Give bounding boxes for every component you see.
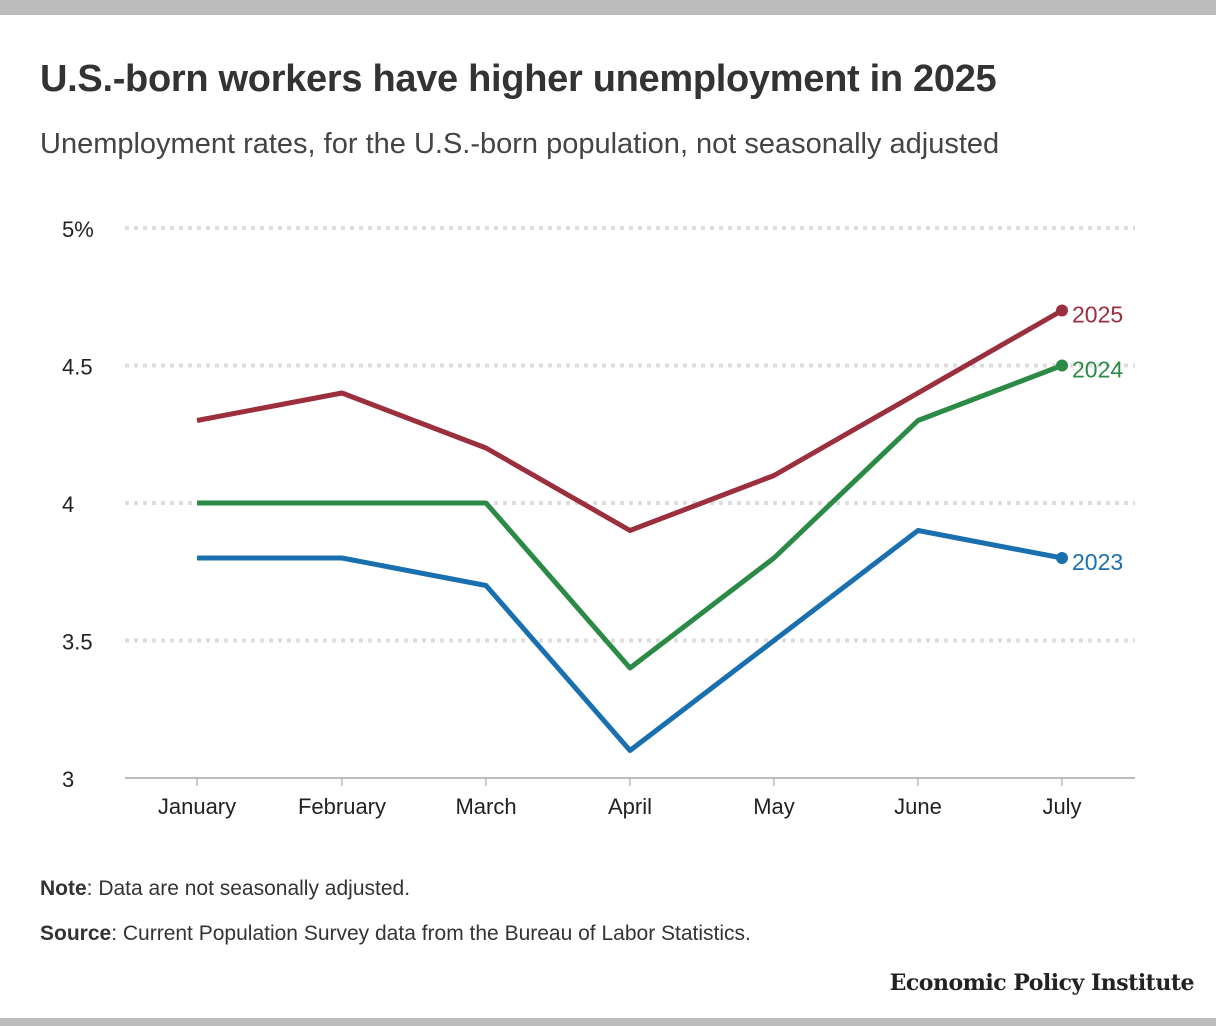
series-endpoint-2025 [1056,304,1068,317]
x-tick-label: July [1042,794,1081,819]
y-tick-label: 5% [62,217,94,242]
y-tick-label: 4 [62,492,74,517]
source-label: Source [40,922,112,945]
source-text: : Current Population Survey data from th… [111,922,751,945]
series-label-2024: 2024 [1072,357,1123,383]
series-endpoint-2024 [1056,359,1068,372]
chart-title: U.S.-born workers have higher unemployme… [40,58,997,100]
y-tick-label: 3 [62,767,74,792]
top-border [0,0,1216,15]
source: Source: Current Population Survey data f… [40,922,751,946]
bottom-border [0,1018,1216,1026]
x-tick-label: January [158,794,236,819]
x-tick-label: April [608,794,652,819]
x-tick-label: May [753,794,795,819]
series-line-2023 [197,528,1063,753]
brand-logo: Economic Policy Institute [889,970,1195,996]
x-tick-label: February [298,794,386,819]
series-label-2025: 2025 [1072,302,1123,328]
x-tick-label: March [455,794,516,819]
note: Note: Data are not seasonally adjusted. [40,877,410,901]
series-endpoint-2023 [1056,552,1068,564]
note-text: : Data are not seasonally adjusted. [86,877,411,900]
series-line-2025 [196,308,1064,533]
y-tick-label: 4.5 [62,355,93,380]
y-tick-label: 3.5 [62,630,93,655]
series-line-2024 [197,363,1063,671]
chart-subtitle: Unemployment rates, for the U.S.-born po… [40,128,1000,160]
x-tick-label: June [894,794,942,819]
series-label-2023: 2023 [1072,549,1123,575]
note-label: Note [40,877,87,900]
